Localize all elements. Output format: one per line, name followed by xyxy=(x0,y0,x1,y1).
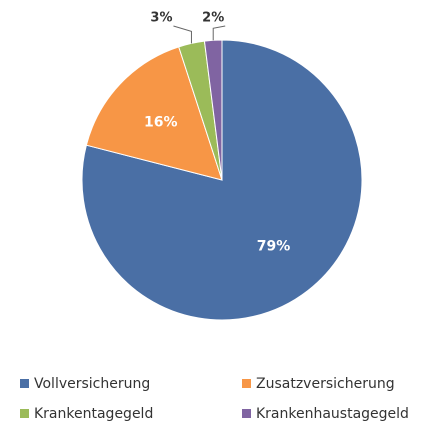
legend-swatch xyxy=(20,379,29,388)
leader-line xyxy=(173,25,192,44)
data-label: 2% xyxy=(202,11,224,26)
legend-swatch xyxy=(20,409,29,418)
legend-label: Vollversicherung xyxy=(34,376,150,392)
legend-label: Zusatzversicherung xyxy=(256,376,395,392)
legend-swatch xyxy=(242,379,251,388)
leader-line xyxy=(212,25,226,41)
data-label: 16% xyxy=(144,114,178,130)
legend-label: Krankentagegeld xyxy=(34,406,153,422)
data-label: 79% xyxy=(257,238,291,254)
pie-slice xyxy=(85,46,223,181)
legend-label: Krankenhaustagegeld xyxy=(256,406,409,422)
data-label: 3% xyxy=(150,11,172,26)
legend-swatch xyxy=(242,409,251,418)
